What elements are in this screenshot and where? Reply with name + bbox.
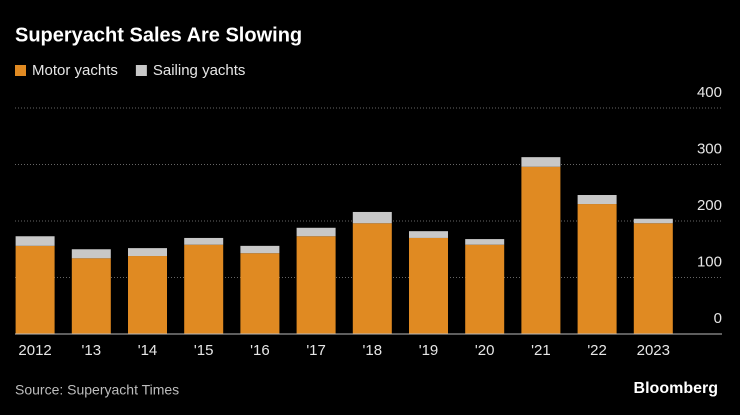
y-tick-label: 100 (697, 253, 722, 270)
x-tick-label: '16 (250, 342, 270, 359)
bar-segment (577, 204, 617, 334)
legend-label: Sailing yachts (153, 62, 246, 79)
brand: Bloomberg (634, 380, 718, 397)
x-tick-label: '13 (82, 342, 102, 359)
x-tick-label: '18 (363, 342, 383, 359)
bar-segment (521, 157, 561, 167)
bar-segment (352, 223, 392, 334)
bar-segment (128, 248, 167, 257)
chart-title: Superyacht Sales Are Slowing (15, 24, 302, 46)
x-tick-label: 2023 (637, 342, 670, 359)
bar-segment (633, 218, 673, 224)
x-tick-label: '22 (587, 342, 607, 359)
bar-segment (296, 236, 336, 334)
bar-segment (409, 231, 448, 238)
bar-segment (409, 237, 448, 334)
bar-segment (240, 253, 280, 334)
x-tick-label: '20 (475, 342, 495, 359)
y-tick-label: 200 (697, 197, 722, 214)
bar-segment (184, 244, 224, 334)
bar-segment (465, 239, 505, 245)
bar-segment (71, 258, 111, 334)
legend-swatch (135, 65, 147, 76)
bar-segment (633, 223, 673, 334)
x-tick-label: '21 (531, 342, 551, 359)
bar-segment (15, 245, 55, 334)
x-tick-label: '14 (138, 342, 158, 359)
bar-segment (128, 256, 167, 334)
x-tick-label: '19 (419, 342, 439, 359)
bar-segment (521, 166, 561, 334)
bar-segment (15, 236, 55, 246)
bar-segment (465, 244, 505, 334)
y-tick-label: 0 (714, 310, 722, 327)
x-tick-label: 2012 (18, 342, 51, 359)
y-tick-label: 300 (697, 140, 722, 157)
bar-segment (184, 237, 224, 245)
bar-segment (296, 227, 336, 237)
bar-segment (71, 249, 111, 259)
x-tick-label: '15 (194, 342, 214, 359)
source: Source: Superyacht Times (15, 382, 179, 398)
legend-swatch (15, 65, 26, 76)
bar-segment (577, 195, 617, 205)
y-tick-label: 400 (697, 84, 722, 101)
legend-label: Motor yachts (32, 62, 118, 79)
bar-segment (240, 245, 280, 254)
x-tick-label: '17 (306, 342, 326, 359)
bar-segment (352, 211, 392, 224)
